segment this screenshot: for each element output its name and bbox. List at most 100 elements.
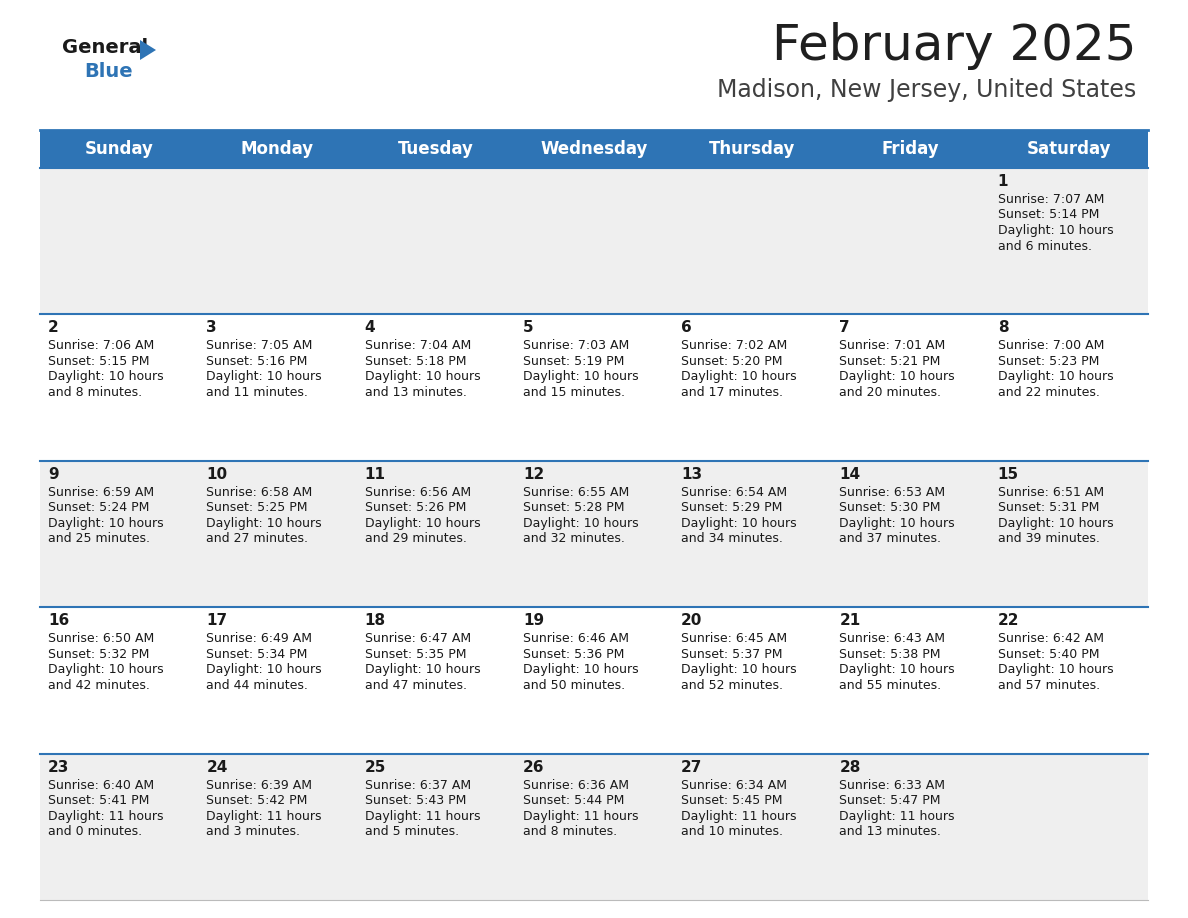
Text: 19: 19 [523,613,544,628]
Text: Sunset: 5:34 PM: Sunset: 5:34 PM [207,648,308,661]
Text: Sunrise: 6:47 AM: Sunrise: 6:47 AM [365,633,470,645]
Text: 28: 28 [840,759,861,775]
Text: Sunset: 5:14 PM: Sunset: 5:14 PM [998,208,1099,221]
Text: Sunrise: 6:45 AM: Sunrise: 6:45 AM [681,633,788,645]
Text: Sunset: 5:37 PM: Sunset: 5:37 PM [681,648,783,661]
Text: and 13 minutes.: and 13 minutes. [365,386,467,399]
Text: Sunrise: 7:02 AM: Sunrise: 7:02 AM [681,340,788,353]
Text: Daylight: 10 hours: Daylight: 10 hours [523,370,638,384]
Text: 21: 21 [840,613,860,628]
Text: General: General [62,38,148,57]
Text: Sunrise: 6:34 AM: Sunrise: 6:34 AM [681,778,788,791]
Text: Blue: Blue [84,62,133,81]
Text: February 2025: February 2025 [771,22,1136,70]
Text: Sunset: 5:40 PM: Sunset: 5:40 PM [998,648,1099,661]
Text: Sunset: 5:32 PM: Sunset: 5:32 PM [48,648,150,661]
Text: and 39 minutes.: and 39 minutes. [998,532,1100,545]
Text: 26: 26 [523,759,544,775]
Text: 10: 10 [207,466,227,482]
Text: Daylight: 10 hours: Daylight: 10 hours [998,224,1113,237]
Text: Daylight: 10 hours: Daylight: 10 hours [365,370,480,384]
Bar [514,130,674,168]
Text: and 0 minutes.: and 0 minutes. [48,825,143,838]
Text: and 8 minutes.: and 8 minutes. [523,825,617,838]
Text: 18: 18 [365,613,386,628]
Text: Sunset: 5:18 PM: Sunset: 5:18 PM [365,355,466,368]
Text: Sunset: 5:16 PM: Sunset: 5:16 PM [207,355,308,368]
Text: Sunset: 5:47 PM: Sunset: 5:47 PM [840,794,941,807]
Bar [40,461,1148,607]
Text: Friday: Friday [881,140,940,158]
Text: 12: 12 [523,466,544,482]
Text: Sunrise: 6:50 AM: Sunrise: 6:50 AM [48,633,154,645]
Text: Sunrise: 7:03 AM: Sunrise: 7:03 AM [523,340,630,353]
Text: 24: 24 [207,759,228,775]
Text: and 25 minutes.: and 25 minutes. [48,532,150,545]
Text: 27: 27 [681,759,702,775]
Text: Sunset: 5:21 PM: Sunset: 5:21 PM [840,355,941,368]
Bar [40,314,1148,461]
Bar [356,130,514,168]
Text: Wednesday: Wednesday [541,140,647,158]
Text: 23: 23 [48,759,69,775]
Text: and 47 minutes.: and 47 minutes. [365,678,467,691]
Text: Sunset: 5:41 PM: Sunset: 5:41 PM [48,794,150,807]
Text: Sunrise: 6:53 AM: Sunrise: 6:53 AM [840,486,946,498]
Text: and 44 minutes.: and 44 minutes. [207,678,308,691]
Text: 20: 20 [681,613,702,628]
Text: 13: 13 [681,466,702,482]
Text: Daylight: 10 hours: Daylight: 10 hours [998,663,1113,677]
Text: Sunrise: 6:58 AM: Sunrise: 6:58 AM [207,486,312,498]
Text: Sunrise: 6:42 AM: Sunrise: 6:42 AM [998,633,1104,645]
Text: Daylight: 10 hours: Daylight: 10 hours [365,517,480,530]
Text: 8: 8 [998,320,1009,335]
Text: 2: 2 [48,320,58,335]
Text: and 27 minutes.: and 27 minutes. [207,532,308,545]
Text: Daylight: 10 hours: Daylight: 10 hours [998,517,1113,530]
Text: Sunset: 5:26 PM: Sunset: 5:26 PM [365,501,466,514]
Text: Sunset: 5:19 PM: Sunset: 5:19 PM [523,355,624,368]
Text: and 17 minutes.: and 17 minutes. [681,386,783,399]
Text: and 42 minutes.: and 42 minutes. [48,678,150,691]
Text: 22: 22 [998,613,1019,628]
Text: Daylight: 11 hours: Daylight: 11 hours [207,810,322,823]
Text: and 15 minutes.: and 15 minutes. [523,386,625,399]
Text: Daylight: 11 hours: Daylight: 11 hours [840,810,955,823]
Text: Sunrise: 6:54 AM: Sunrise: 6:54 AM [681,486,788,498]
Text: Sunrise: 6:49 AM: Sunrise: 6:49 AM [207,633,312,645]
Text: Sunset: 5:38 PM: Sunset: 5:38 PM [840,648,941,661]
Text: and 8 minutes.: and 8 minutes. [48,386,143,399]
Text: Sunday: Sunday [84,140,153,158]
Text: Daylight: 11 hours: Daylight: 11 hours [523,810,638,823]
Text: Daylight: 10 hours: Daylight: 10 hours [681,370,797,384]
Text: Sunrise: 6:56 AM: Sunrise: 6:56 AM [365,486,470,498]
Text: 11: 11 [365,466,386,482]
Text: 9: 9 [48,466,58,482]
Text: Sunset: 5:24 PM: Sunset: 5:24 PM [48,501,150,514]
Text: Daylight: 10 hours: Daylight: 10 hours [48,663,164,677]
Text: and 13 minutes.: and 13 minutes. [840,825,941,838]
Text: and 11 minutes.: and 11 minutes. [207,386,308,399]
Text: Madison, New Jersey, United States: Madison, New Jersey, United States [716,78,1136,102]
Text: Sunset: 5:23 PM: Sunset: 5:23 PM [998,355,1099,368]
Text: and 29 minutes.: and 29 minutes. [365,532,467,545]
Bar [832,130,990,168]
Text: 17: 17 [207,613,227,628]
Text: Daylight: 11 hours: Daylight: 11 hours [48,810,164,823]
Text: Sunset: 5:44 PM: Sunset: 5:44 PM [523,794,624,807]
Text: and 10 minutes.: and 10 minutes. [681,825,783,838]
Bar [40,130,198,168]
Text: Sunset: 5:30 PM: Sunset: 5:30 PM [840,501,941,514]
Text: Sunrise: 6:55 AM: Sunrise: 6:55 AM [523,486,630,498]
Text: 6: 6 [681,320,691,335]
Text: Daylight: 10 hours: Daylight: 10 hours [681,663,797,677]
Text: Sunset: 5:15 PM: Sunset: 5:15 PM [48,355,150,368]
Text: and 5 minutes.: and 5 minutes. [365,825,459,838]
Text: Sunrise: 7:00 AM: Sunrise: 7:00 AM [998,340,1104,353]
Text: Sunrise: 6:46 AM: Sunrise: 6:46 AM [523,633,628,645]
Text: 16: 16 [48,613,69,628]
Text: 1: 1 [998,174,1009,189]
Text: Sunset: 5:28 PM: Sunset: 5:28 PM [523,501,625,514]
Bar [674,130,832,168]
Text: 25: 25 [365,759,386,775]
